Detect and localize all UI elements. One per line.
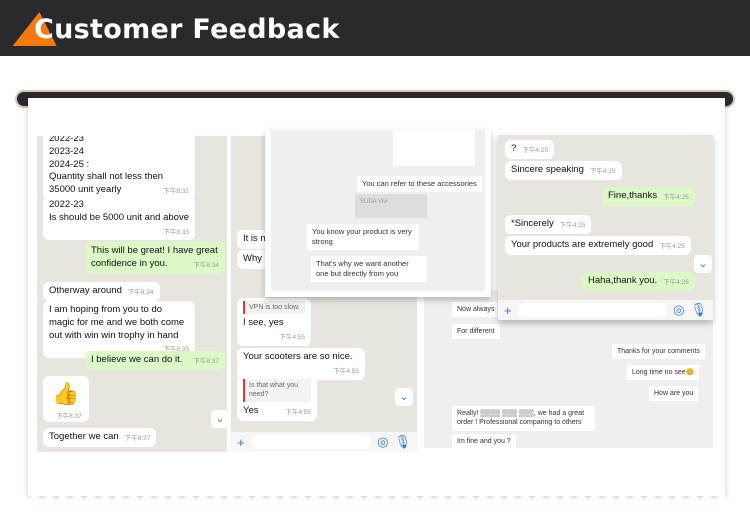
paper-edge xyxy=(28,488,725,502)
message: How are you xyxy=(649,386,699,402)
input-bar: + ◎ 🎙 xyxy=(231,432,417,452)
plus-icon[interactable]: + xyxy=(504,302,512,318)
message: Otherway around 下午8:34 xyxy=(43,282,160,301)
camera-icon[interactable]: ◎ xyxy=(673,302,685,317)
message: Your scooters are so nice. 下午4:55 xyxy=(237,348,365,380)
camera-icon[interactable]: ◎ xyxy=(377,434,389,449)
plus-icon[interactable]: + xyxy=(237,434,245,450)
image-attachment xyxy=(393,130,475,166)
thumbs-up-sticker: 👍 下午8:37 xyxy=(43,376,89,422)
message: Sincere speaking 下午4:25 xyxy=(505,161,622,180)
scroll-down-icon[interactable]: ⌄ xyxy=(694,255,712,273)
message: VPN is too slow. I see, yes 下午4:55 xyxy=(237,298,311,347)
message: Haha,thank you. 下午4:26 xyxy=(582,272,695,291)
message: I am hoping from you to do magic for me … xyxy=(43,301,195,359)
message: I believe we can do it. 下午8:37 xyxy=(85,351,225,370)
message: *Sincerely 下午4:25 xyxy=(505,215,592,234)
message: SUDA Vivi : xyxy=(355,194,427,218)
message: This will be great! I have great confide… xyxy=(85,242,225,274)
message: Together we can 下午8:37 xyxy=(43,428,157,447)
scroll-down-icon[interactable]: ⌄ xyxy=(395,388,413,406)
message: Thanks for your comments xyxy=(612,344,705,360)
message: Fine,thanks 下午4:25 xyxy=(602,187,695,206)
message: Long time no see😊 xyxy=(627,365,700,381)
scroll-down-icon[interactable]: ⌄ xyxy=(211,410,227,428)
chat-screenshot-overlay: You can refer to these accessories SUDA … xyxy=(265,130,491,297)
message: ? 下午4:25 xyxy=(505,140,554,159)
mic-icon[interactable]: 🎙 xyxy=(690,302,707,317)
message-input[interactable] xyxy=(250,435,372,449)
message: You can refer to these accessories xyxy=(357,176,482,193)
message: 2022-23 Is should be 5000 unit and above… xyxy=(43,196,195,241)
message: 2022-23 2023-24 2024-25 : Quantity shall… xyxy=(43,136,195,201)
message: Now always xyxy=(452,302,500,318)
mic-icon[interactable]: 🎙 xyxy=(394,434,411,449)
header-bar: Customer Feedback xyxy=(0,0,750,56)
chat-screenshot-4: ? 下午4:25 Sincere speaking 下午4:25 Fine,than… xyxy=(498,135,713,320)
message: Im fine and you ? xyxy=(452,434,516,448)
message: Is that what you need? Yes 下午4:55 xyxy=(237,376,317,421)
chat-screenshot-1: 2022-23 2023-24 2024-25 : Quantity shall… xyxy=(37,136,227,452)
message: For different xyxy=(452,324,500,340)
message: Really! ▒▒▒▒ ▒▒▒ ▒▒▒, we had a great ord… xyxy=(452,406,595,431)
page-title: Customer Feedback xyxy=(34,14,340,45)
message: That's why we want another one but direc… xyxy=(311,256,427,283)
input-bar: + ◎ 🎙 xyxy=(498,300,713,320)
message: You know your product is very strong xyxy=(307,224,419,251)
message-input[interactable] xyxy=(517,303,668,317)
message: Your products are extremely good 下午4:25 xyxy=(505,236,691,255)
